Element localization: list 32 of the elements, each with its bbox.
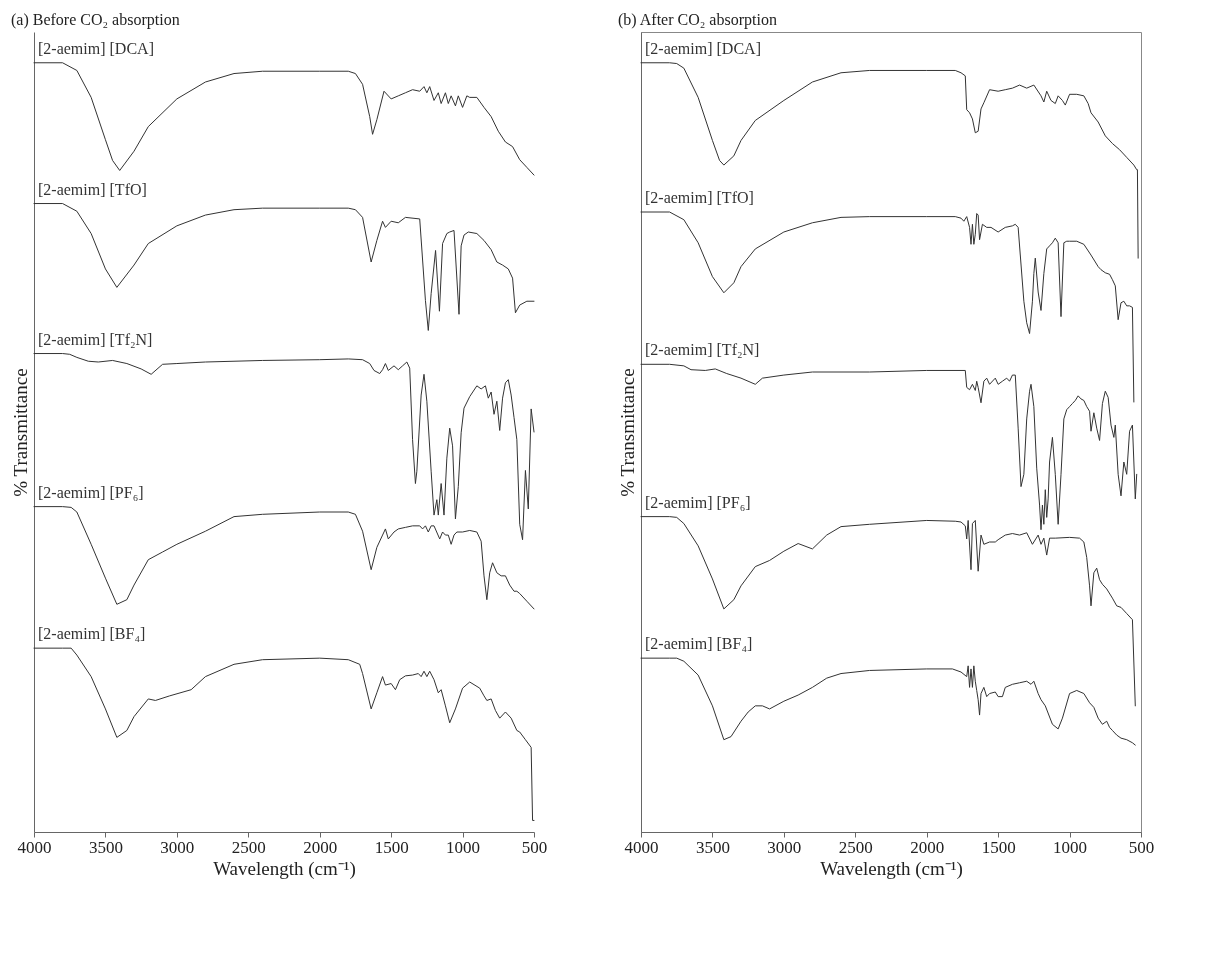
series-label: [2-aemim] [Tf₂N]	[38, 330, 153, 348]
x-tick-label: 500	[521, 837, 548, 857]
x-tick-label: 1500	[374, 837, 409, 857]
x-tick-label: 1000	[1053, 837, 1088, 857]
x-tick-label: 3000	[767, 837, 802, 857]
chart-title: (a) Before CO₂ absorption	[11, 11, 180, 29]
series-label: [2-aemim] [PF₆]	[645, 493, 751, 511]
x-tick-label: 500	[1128, 837, 1155, 857]
x-tick-label: 2500	[231, 837, 266, 857]
x-tick-label: 2000	[303, 837, 338, 857]
series-label: [2-aemim] [DCA]	[38, 39, 154, 57]
x-tick-label: 3500	[695, 837, 730, 857]
x-tick-label: 4000	[17, 837, 52, 857]
series-label: [2-aemim] [TfO]	[645, 189, 754, 206]
x-axis-title: Wavelength (cm⁻¹)	[213, 857, 356, 880]
series-label: [2-aemim] [TfO]	[38, 180, 147, 198]
x-tick-label: 3500	[88, 837, 123, 857]
x-tick-label: 1000	[446, 837, 481, 857]
series-label: [2-aemim] [BF₄]	[38, 625, 146, 643]
x-tick-label: 2500	[838, 837, 873, 857]
x-tick-label: 4000	[624, 837, 659, 857]
y-axis-title: % Transmittance	[9, 368, 31, 497]
x-tick-label: 2000	[910, 837, 945, 857]
x-tick-label: 3000	[160, 837, 195, 857]
series-label: [2-aemim] [BF₄]	[645, 635, 753, 653]
y-axis-title: % Transmittance	[616, 368, 638, 497]
x-axis-title: Wavelength (cm⁻¹)	[820, 857, 963, 880]
x-tick-label: 1500	[981, 837, 1016, 857]
series-label: [2-aemim] [PF₆]	[38, 483, 144, 501]
series-label: [2-aemim] [Tf₂N]	[645, 341, 760, 359]
chart-title: (b) After CO₂ absorption	[618, 11, 777, 29]
series-label: [2-aemim] [DCA]	[645, 39, 761, 57]
